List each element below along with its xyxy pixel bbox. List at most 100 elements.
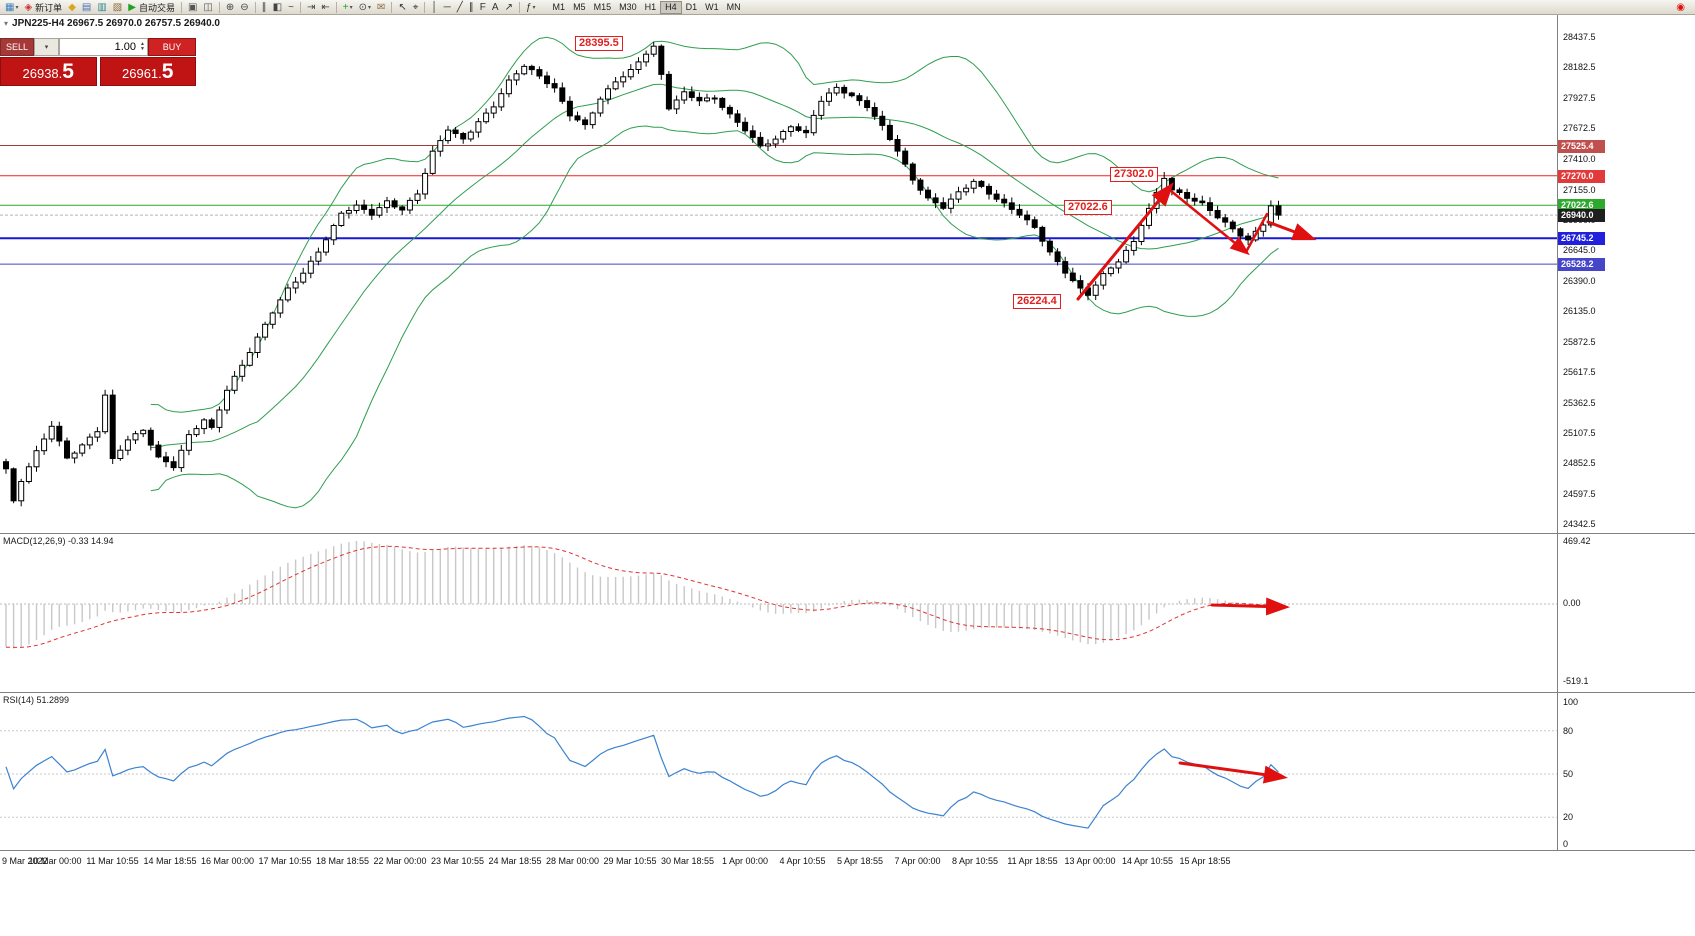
timeframe-button-d1[interactable]: D1 — [685, 1, 698, 12]
cascade-windows-icon[interactable]: ▣ — [185, 1, 200, 14]
price-tag: 26940.0 — [1558, 209, 1605, 223]
auto-scroll-icon[interactable]: ⇥ — [304, 1, 318, 14]
timeframe-button-m1[interactable]: M1 — [552, 1, 566, 12]
toolbar-separator — [254, 1, 256, 13]
time-axis-label: 11 Mar 10:55 — [86, 856, 139, 866]
macd-chart-svg[interactable] — [0, 534, 1557, 693]
price-tick: 26390.0 — [1563, 275, 1596, 286]
chart-shift-icon[interactable]: ⇤ — [318, 1, 332, 14]
horizontal-line-icon[interactable]: ─ — [441, 1, 454, 14]
indicators-icon: ƒ — [525, 1, 532, 13]
price-tick: 24342.5 — [1563, 519, 1596, 529]
sell-button[interactable]: SELL — [0, 38, 34, 56]
add-indicator-icon[interactable]: + ▾ — [340, 1, 356, 14]
chart-ohlc-line: JPN225-H4 26967.5 26970.0 26757.5 26940.… — [12, 18, 220, 29]
tile-windows-icon[interactable]: ◫ — [200, 1, 215, 14]
time-axis[interactable]: 9 Mar 2022 10 Mar 00:00 11 Mar 10:55 14 Mar… — [0, 850, 1695, 936]
candlestick-icon[interactable]: ◧ — [270, 1, 285, 14]
data-window-icon[interactable]: ▥ — [94, 1, 109, 14]
macd-scale[interactable]: 469.42 0.00 -519.1 — [1557, 533, 1695, 692]
tile-windows-icon: ◫ — [203, 1, 213, 13]
volume-down-icon[interactable]: ▼ — [140, 46, 145, 52]
sell-price-box[interactable]: 26938. 5 — [0, 57, 97, 86]
zoom-in-icon: ⊕ — [225, 1, 235, 13]
zoom-out-icon: ⊖ — [240, 1, 249, 13]
period-icon[interactable]: ⊙ ▾ — [356, 1, 374, 14]
autotrade-button[interactable]: ▶ 自动交易 — [125, 1, 178, 14]
indicators-icon[interactable]: ƒ ▾ — [523, 1, 539, 14]
time-axis-label: 5 Apr 18:55 — [836, 856, 884, 866]
price-callout[interactable]: 27022.6 — [1064, 200, 1112, 215]
main-chart-pane[interactable]: ▾ JPN225-H4 26967.5 26970.0 26757.5 2694… — [0, 15, 1557, 533]
arrows-tool-icon[interactable]: ↗ — [502, 1, 516, 14]
rsi-scale-label: 80 — [1563, 725, 1574, 736]
cursor-icon: ↖ — [398, 1, 407, 13]
panel-collapse-icon[interactable]: ▾ — [4, 19, 9, 28]
chevron-down-icon: ▾ — [349, 4, 353, 11]
time-axis-label: 17 Mar 10:55 — [258, 856, 312, 866]
price-tick: 25872.5 — [1563, 337, 1596, 347]
price-callout[interactable]: 27302.0 — [1110, 167, 1158, 182]
channel-icon[interactable]: ∥ — [466, 1, 477, 14]
timeframe-button-h1[interactable]: H1 — [644, 1, 657, 12]
time-axis-label: 8 Apr 10:55 — [951, 856, 999, 866]
rsi-scale[interactable]: 100 80 50 20 0 — [1557, 692, 1695, 850]
cursor-icon[interactable]: ↖ — [395, 1, 409, 14]
navigator-icon[interactable]: ▧ — [110, 1, 125, 14]
sell-price-pips: 5 — [62, 60, 74, 83]
timeframe-button-mn[interactable]: MN — [726, 1, 741, 12]
buy-button[interactable]: BUY — [148, 38, 196, 56]
community-icon[interactable]: ◉ — [1676, 1, 1685, 13]
time-axis-label: 24 Mar 18:55 — [488, 856, 542, 866]
main-chart-svg[interactable] — [0, 15, 1557, 533]
zoom-out-icon[interactable]: ⊖ — [237, 1, 251, 14]
rsi-scale-label: 100 — [1563, 697, 1579, 707]
timeframe-button-m5[interactable]: M5 — [573, 1, 586, 12]
toolbar-separator — [424, 1, 426, 13]
price-callout[interactable]: 26224.4 — [1013, 294, 1061, 309]
rsi-chart-svg[interactable] — [0, 693, 1557, 851]
time-axis-label: 4 Apr 10:55 — [779, 856, 826, 866]
price-tick: 27927.5 — [1563, 92, 1596, 103]
price-tick: 26645.0 — [1563, 245, 1596, 256]
price-tick: 28182.5 — [1563, 62, 1596, 73]
time-axis-label: 14 Apr 10:55 — [1121, 856, 1174, 866]
market-watch-icon[interactable]: ▤ — [79, 1, 94, 14]
favorites-icon[interactable]: ◆ — [65, 1, 79, 14]
crosshair-icon[interactable]: ⌖ — [410, 1, 422, 14]
new-order-button-label: 新订单 — [35, 2, 63, 13]
price-callout[interactable]: 28395.5 — [575, 36, 623, 51]
rsi-pane[interactable]: RSI(14) 51.2899 — [0, 692, 1557, 850]
zoom-in-icon[interactable]: ⊕ — [223, 1, 237, 14]
new-chart-icon[interactable]: ▦ ▾ — [2, 1, 21, 14]
timeframe-button-h4[interactable]: H4 — [660, 0, 682, 14]
mail-icon[interactable]: ✉ — [374, 1, 388, 14]
order-type-dropdown[interactable]: ▾ — [34, 38, 59, 56]
line-chart-icon[interactable]: ~ — [285, 1, 297, 14]
volume-stepper[interactable]: ▲ ▼ — [140, 42, 145, 52]
macd-pane[interactable]: MACD(12,26,9) -0.33 14.94 — [0, 533, 1557, 692]
timeframe-button-m15[interactable]: M15 — [593, 1, 612, 12]
volume-input[interactable]: 1.00 ▲ ▼ — [59, 38, 148, 56]
fibonacci-icon[interactable]: F — [477, 1, 489, 14]
vertical-line-icon[interactable]: │ — [428, 1, 440, 14]
time-axis-label: 30 Mar 18:55 — [660, 856, 715, 866]
autotrade-button: ▶ — [128, 1, 136, 13]
time-axis-label: 18 Mar 18:55 — [315, 856, 370, 866]
volume-up-icon[interactable]: ▲ — [140, 41, 145, 47]
price-tick: 28437.5 — [1563, 32, 1596, 42]
timeframe-button-m30[interactable]: M30 — [619, 1, 637, 12]
trendline-icon[interactable]: ╱ — [454, 1, 466, 14]
time-axis-label: 28 Mar 00:00 — [545, 856, 600, 866]
time-axis-label: 22 Mar 00:00 — [373, 856, 427, 866]
price-scale[interactable]: 28437.5 28182.5 27927.5 27672.5 27410.0 27155… — [1557, 15, 1695, 533]
price-tick: 27672.5 — [1563, 123, 1596, 133]
bar-chart-icon: ∥ — [261, 1, 267, 13]
new-order-button[interactable]: ◈ 新订单 — [21, 1, 65, 14]
buy-price-box[interactable]: 26961. 5 — [99, 57, 196, 86]
timeframe-button-w1[interactable]: W1 — [705, 1, 719, 12]
bar-chart-icon[interactable]: ∥ — [259, 1, 270, 14]
text-icon[interactable]: A — [489, 1, 502, 14]
rsi-scale-label: 50 — [1563, 769, 1574, 779]
toolbar-separator — [335, 1, 337, 13]
